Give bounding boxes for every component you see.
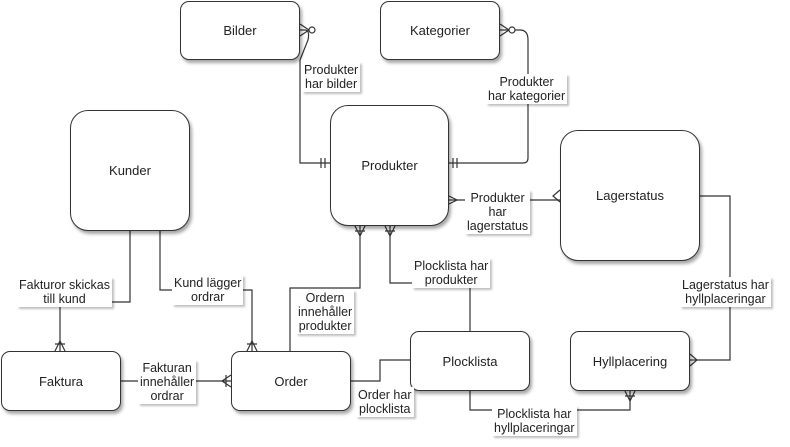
label-kund-lagger-ordrar: Kund lägger ordrar <box>172 275 244 305</box>
label-produkter-har-bilder: Produkter har bilder <box>302 62 361 92</box>
crowfoot-order-faktura <box>220 374 232 388</box>
connector-produkter-bilder <box>299 29 330 164</box>
crowfoot-lagerstatus-produkter <box>552 189 561 203</box>
label-plocklista-har-hyllplaceringar: Plocklista har hyllplaceringar <box>492 406 577 436</box>
crowfoot-produkter-plocklista <box>384 225 396 238</box>
entity-faktura[interactable]: Faktura <box>1 351 121 411</box>
entity-kategorier[interactable]: Kategorier <box>380 1 500 60</box>
crowfoot-faktura <box>54 339 66 352</box>
entity-produkter[interactable]: Produkter <box>330 105 449 226</box>
entity-order[interactable]: Order <box>231 351 351 411</box>
crowfoot-produkter-lagerstatus <box>448 195 459 205</box>
label-produkter-har-lagerstatus: Produkter har lagerstatus <box>465 190 531 234</box>
entity-lagerstatus[interactable]: Lagerstatus <box>560 130 700 261</box>
label-fakturan-innehaller-ordrar: Fakturan innehåller ordrar <box>138 360 197 404</box>
crowfoot-order-kunder <box>246 339 258 352</box>
label-produkter-har-kategorier: Produkter har kategorier <box>486 74 568 104</box>
label-lagerstatus-har-hyllplaceringar: Lagerstatus har hyllplaceringar <box>680 277 771 307</box>
label-order-har-plocklista: Order har plocklista <box>356 387 414 417</box>
connector-order-produkter <box>289 226 361 351</box>
entity-plocklista[interactable]: Plocklista <box>410 331 530 391</box>
connector-order-plocklista <box>351 359 410 382</box>
label-fakturor-skickas-till-kund: Fakturor skickas till kund <box>17 277 112 307</box>
crowfoot-hyllplacering-plocklista <box>624 390 636 403</box>
mandatory-one-produkter-kategorier <box>452 158 458 168</box>
entity-hyllplacering[interactable]: Hyllplacering <box>570 331 690 391</box>
crowfoot-produkter-order <box>354 225 366 238</box>
crowfoot-hyllplacering <box>689 353 698 367</box>
label-ordern-innehaller-produkter: Ordern innehåller produkter <box>296 290 355 334</box>
label-plocklista-har-produkter: Plocklista har produkter <box>412 258 491 288</box>
entity-bilder[interactable]: Bilder <box>180 1 300 60</box>
entity-kunder[interactable]: Kunder <box>70 110 190 231</box>
zero-circle-kategorier <box>508 26 516 34</box>
mandatory-one-produkter-bilder <box>320 158 326 168</box>
zero-circle-bilder <box>308 26 316 34</box>
